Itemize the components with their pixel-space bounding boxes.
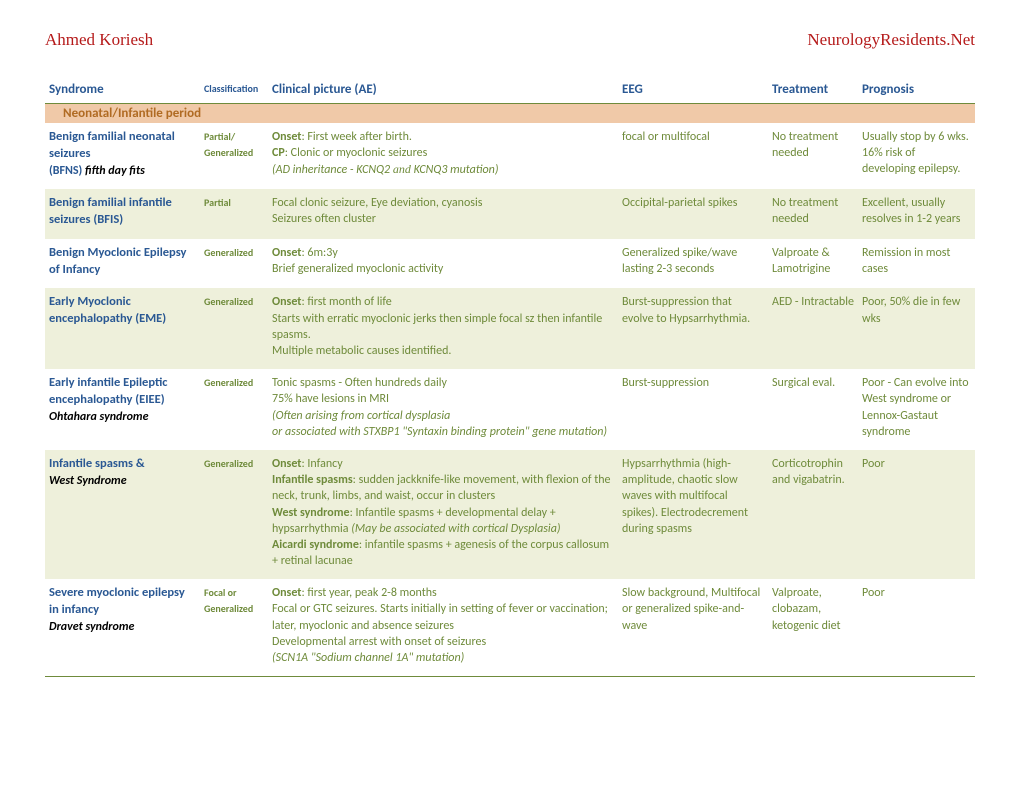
col-header: Prognosis [858,78,975,104]
prognosis: Remission in most cases [858,239,975,289]
treatment: Corticotrophin and vigabatrin. [768,450,858,579]
eeg: Burst-suppression that evolve to Hypsarr… [618,288,768,369]
treatment: No treatment needed [768,189,858,239]
clinical-picture: Onset: first year, peak 2-8 months Focal… [268,579,618,676]
eeg: Hypsarrhythmia (high-amplitude, chaotic … [618,450,768,579]
clinical-picture: Onset: 6m:3y Brief generalized myoclonic… [268,239,618,289]
clinical-picture: Focal clonic seizure, Eye deviation, cya… [268,189,618,239]
col-header: Clinical picture (AE) [268,78,618,104]
eeg: Occipital-parietal spikes [618,189,768,239]
classification: Generalized [204,295,253,308]
prognosis: Poor [858,579,975,676]
syndrome-name: Benign familial infantile seizures (BFIS… [49,195,196,229]
eeg: Burst-suppression [618,369,768,450]
syndrome-name: Early Myoclonic encephalopathy (EME) [49,294,196,328]
eeg: Slow background, Multifocal or generaliz… [618,579,768,676]
table-row: Severe myoclonic epilepsy in infancy Dra… [45,579,975,676]
table-row: Benign familial infantile seizures (BFIS… [45,189,975,239]
classification: Generalized [204,376,253,389]
classification: Generalized [204,457,253,470]
clinical-picture: Tonic spasms - Often hundreds daily 75% … [268,369,618,450]
treatment: AED - Intractable [768,288,858,369]
section-row: Neonatal/Infantile period [45,104,975,123]
page-header: Ahmed Koriesh NeurologyResidents.Net [45,30,975,50]
section-title: Neonatal/Infantile period [45,104,975,123]
table-row: Infantile spasms & West Syndrome General… [45,450,975,579]
col-header: Treatment [768,78,858,104]
classification: Generalized [204,246,253,259]
syndrome-name: Severe myoclonic epilepsy in infancy [49,585,196,619]
prognosis: Excellent, usually resolves in 1-2 years [858,189,975,239]
classification: Partial [204,196,231,209]
syndrome-suffix: fifth day fits [82,164,145,178]
clinical-picture: Onset: Infancy Infantile spasms: sudden … [268,450,618,579]
prognosis: Usually stop by 6 wks. 16% risk of devel… [858,123,975,189]
eeg: Generalized spike/wave lasting 2-3 secon… [618,239,768,289]
site-name: NeurologyResidents.Net [807,30,975,50]
table-header-row: Syndrome Classification Clinical picture… [45,78,975,104]
prognosis: Poor - Can evolve into West syndrome or … [858,369,975,450]
syndrome-sub: Ohtahara syndrome [49,410,148,424]
prognosis: Poor [858,450,975,579]
clinical-picture: Onset: First week after birth. CP: Cloni… [268,123,618,189]
table-row: Benign familial neonatal seizures (BFNS)… [45,123,975,189]
classification: Partial/ Generalized [204,130,253,159]
treatment: Surgical eval. [768,369,858,450]
table-row: Early Myoclonic encephalopathy (EME) Gen… [45,288,975,369]
treatment: No treatment needed [768,123,858,189]
syndrome-sub: Dravet syndrome [49,620,134,634]
table-row: Benign Myoclonic Epilepsy of Infancy Gen… [45,239,975,289]
col-header: Syndrome [45,78,200,104]
syndrome-sub: West Syndrome [49,474,127,488]
treatment: Valproate & Lamotrigine [768,239,858,289]
syndrome-name: Benign Myoclonic Epilepsy of Infancy [49,245,196,279]
author-name: Ahmed Koriesh [45,30,153,50]
syndromes-table: Syndrome Classification Clinical picture… [45,78,975,707]
treatment: Valproate, clobazam, ketogenic diet [768,579,858,676]
syndrome-name: Early infantile Epileptic encephalopathy… [49,375,196,409]
classification: Focal or Generalized [204,586,253,615]
col-header: Classification [200,78,268,104]
col-header: EEG [618,78,768,104]
table-row: Early infantile Epileptic encephalopathy… [45,369,975,450]
syndrome-name: Benign familial neonatal seizures [49,129,196,163]
clinical-picture: Onset: first month of life Starts with e… [268,288,618,369]
syndrome-code: (BFNS) [49,164,82,178]
eeg: focal or multifocal [618,123,768,189]
prognosis: Poor, 50% die in few wks [858,288,975,369]
syndrome-name: Infantile spasms & [49,456,196,473]
